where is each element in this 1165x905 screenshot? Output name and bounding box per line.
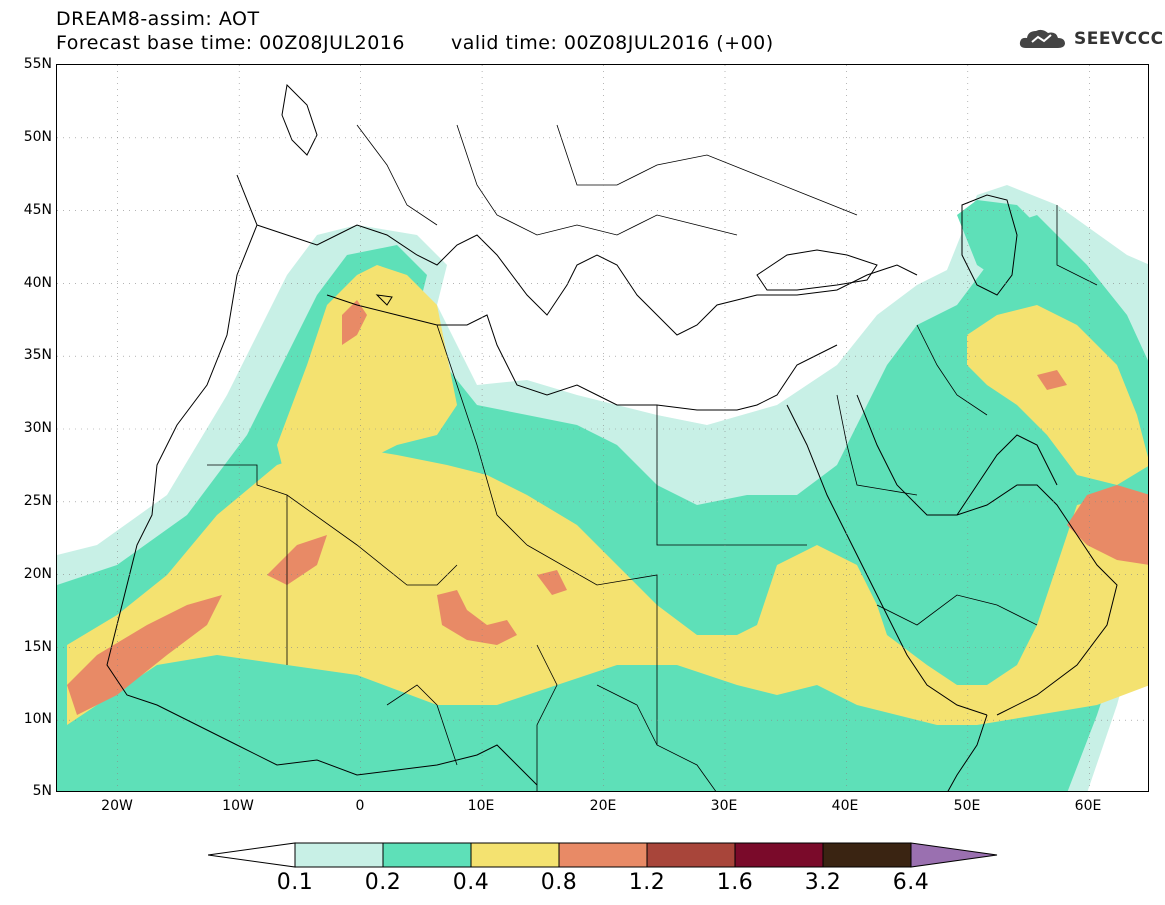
- aot-0.8-region-senegal: [67, 595, 222, 715]
- coastline-red-sea: [786, 404, 988, 716]
- colorbar-bin: [822, 842, 912, 868]
- border-segment: [916, 324, 988, 416]
- coastline-arabia: [856, 394, 1118, 716]
- aot-0.4-region-west-africa: [67, 445, 1148, 725]
- map-canvas: [57, 65, 1148, 791]
- coastline-mediterranean: [326, 294, 838, 411]
- aot-map: [56, 64, 1149, 792]
- aot-0.2-region-caspian: [957, 200, 1047, 285]
- colorbar-label: 0.2: [364, 870, 402, 895]
- aot-0.8-region-niger: [437, 590, 517, 645]
- x-tick: 0: [355, 798, 365, 814]
- border-segment: [656, 405, 807, 546]
- y-tick: 40N: [23, 275, 52, 291]
- x-tick: 50E: [953, 798, 981, 814]
- aot-0.8-region-libya: [537, 570, 567, 595]
- colorbar-bin: [558, 842, 648, 868]
- border-segment: [526, 544, 658, 745]
- brand-text: SEEVCCC: [1074, 29, 1164, 49]
- y-tick: 10N: [23, 711, 52, 727]
- colorbar-bin: [382, 842, 472, 868]
- colorbar-bin: [470, 842, 560, 868]
- colorbar-label: 0.8: [540, 870, 578, 895]
- colorbar-label: 3.2: [804, 870, 842, 895]
- colorbar-bin: [294, 842, 384, 868]
- coastline-west-africa: [106, 174, 538, 786]
- base-time: Forecast base time: 00Z08JUL2016: [56, 32, 405, 54]
- aot-0.4-region-iran: [967, 305, 1148, 485]
- y-tick: 5N: [32, 783, 52, 799]
- coastlines: [106, 83, 1118, 791]
- aot-0.8-region-iran-core: [1037, 370, 1067, 390]
- y-tick: 55N: [23, 56, 52, 72]
- coastline-caspian: [961, 194, 1018, 296]
- y-tick: 25N: [23, 493, 52, 509]
- border-segment: [536, 644, 558, 791]
- aot-0.8-region-arabia: [1067, 485, 1148, 565]
- map-title: DREAM8-assim: AOT: [56, 8, 260, 30]
- x-tick: 20E: [589, 798, 617, 814]
- border-segment: [1056, 205, 1098, 286]
- border-segment: [876, 594, 1038, 626]
- coastline-europe: [256, 224, 918, 336]
- colorbar-bin: [734, 842, 824, 868]
- x-tick: 20W: [101, 798, 133, 814]
- colorbar-label: 1.2: [628, 870, 666, 895]
- border-segment: [207, 464, 458, 586]
- coastline-black-sea: [756, 249, 878, 291]
- aot-0.8-region-mali: [267, 535, 327, 585]
- aot-field: [57, 185, 1148, 791]
- x-tick: 60E: [1074, 798, 1102, 814]
- y-tick: 15N: [23, 639, 52, 655]
- border-segment: [556, 124, 858, 216]
- border-segment: [436, 324, 528, 546]
- coastline-east-africa: [947, 714, 988, 791]
- y-tick: 20N: [23, 566, 52, 582]
- graticule: [57, 65, 1148, 791]
- brand-logo: SEEVCCC: [1018, 26, 1164, 52]
- valid-time: valid time: 00Z08JUL2016 (+00): [450, 32, 774, 54]
- y-tick: 45N: [23, 202, 52, 218]
- x-tick: 40E: [831, 798, 859, 814]
- colorbar-label: 1.6: [716, 870, 754, 895]
- colorbar: [208, 842, 998, 868]
- colorbar-label: 0.1: [276, 870, 314, 895]
- time-line: Forecast base time: 00Z08JUL2016 valid ti…: [56, 32, 774, 54]
- borders: [207, 124, 1098, 791]
- border-segment: [386, 684, 458, 766]
- border-segment: [356, 124, 438, 226]
- border-segment: [596, 684, 717, 791]
- border-segment: [836, 394, 918, 496]
- y-tick: 50N: [23, 129, 52, 145]
- y-tick: 30N: [23, 420, 52, 436]
- colorbar-label: 6.4: [892, 870, 930, 895]
- coastline-iberia-islands: [375, 294, 393, 306]
- colorbar-bin: [646, 842, 736, 868]
- colorbar-low-triangle: [208, 842, 296, 868]
- colorbar-high-triangle: [910, 842, 998, 868]
- x-tick: 10E: [467, 798, 495, 814]
- cloud-icon: [1019, 29, 1065, 48]
- aot-0.4-region-maghreb: [277, 265, 457, 485]
- coastline-british-isles: [281, 83, 318, 156]
- coastline-gulf: [956, 434, 1058, 516]
- x-tick: 30E: [710, 798, 738, 814]
- x-tick: 10W: [222, 798, 254, 814]
- y-tick: 35N: [23, 347, 52, 363]
- border-segment: [456, 124, 738, 236]
- colorbar-label: 0.4: [452, 870, 490, 895]
